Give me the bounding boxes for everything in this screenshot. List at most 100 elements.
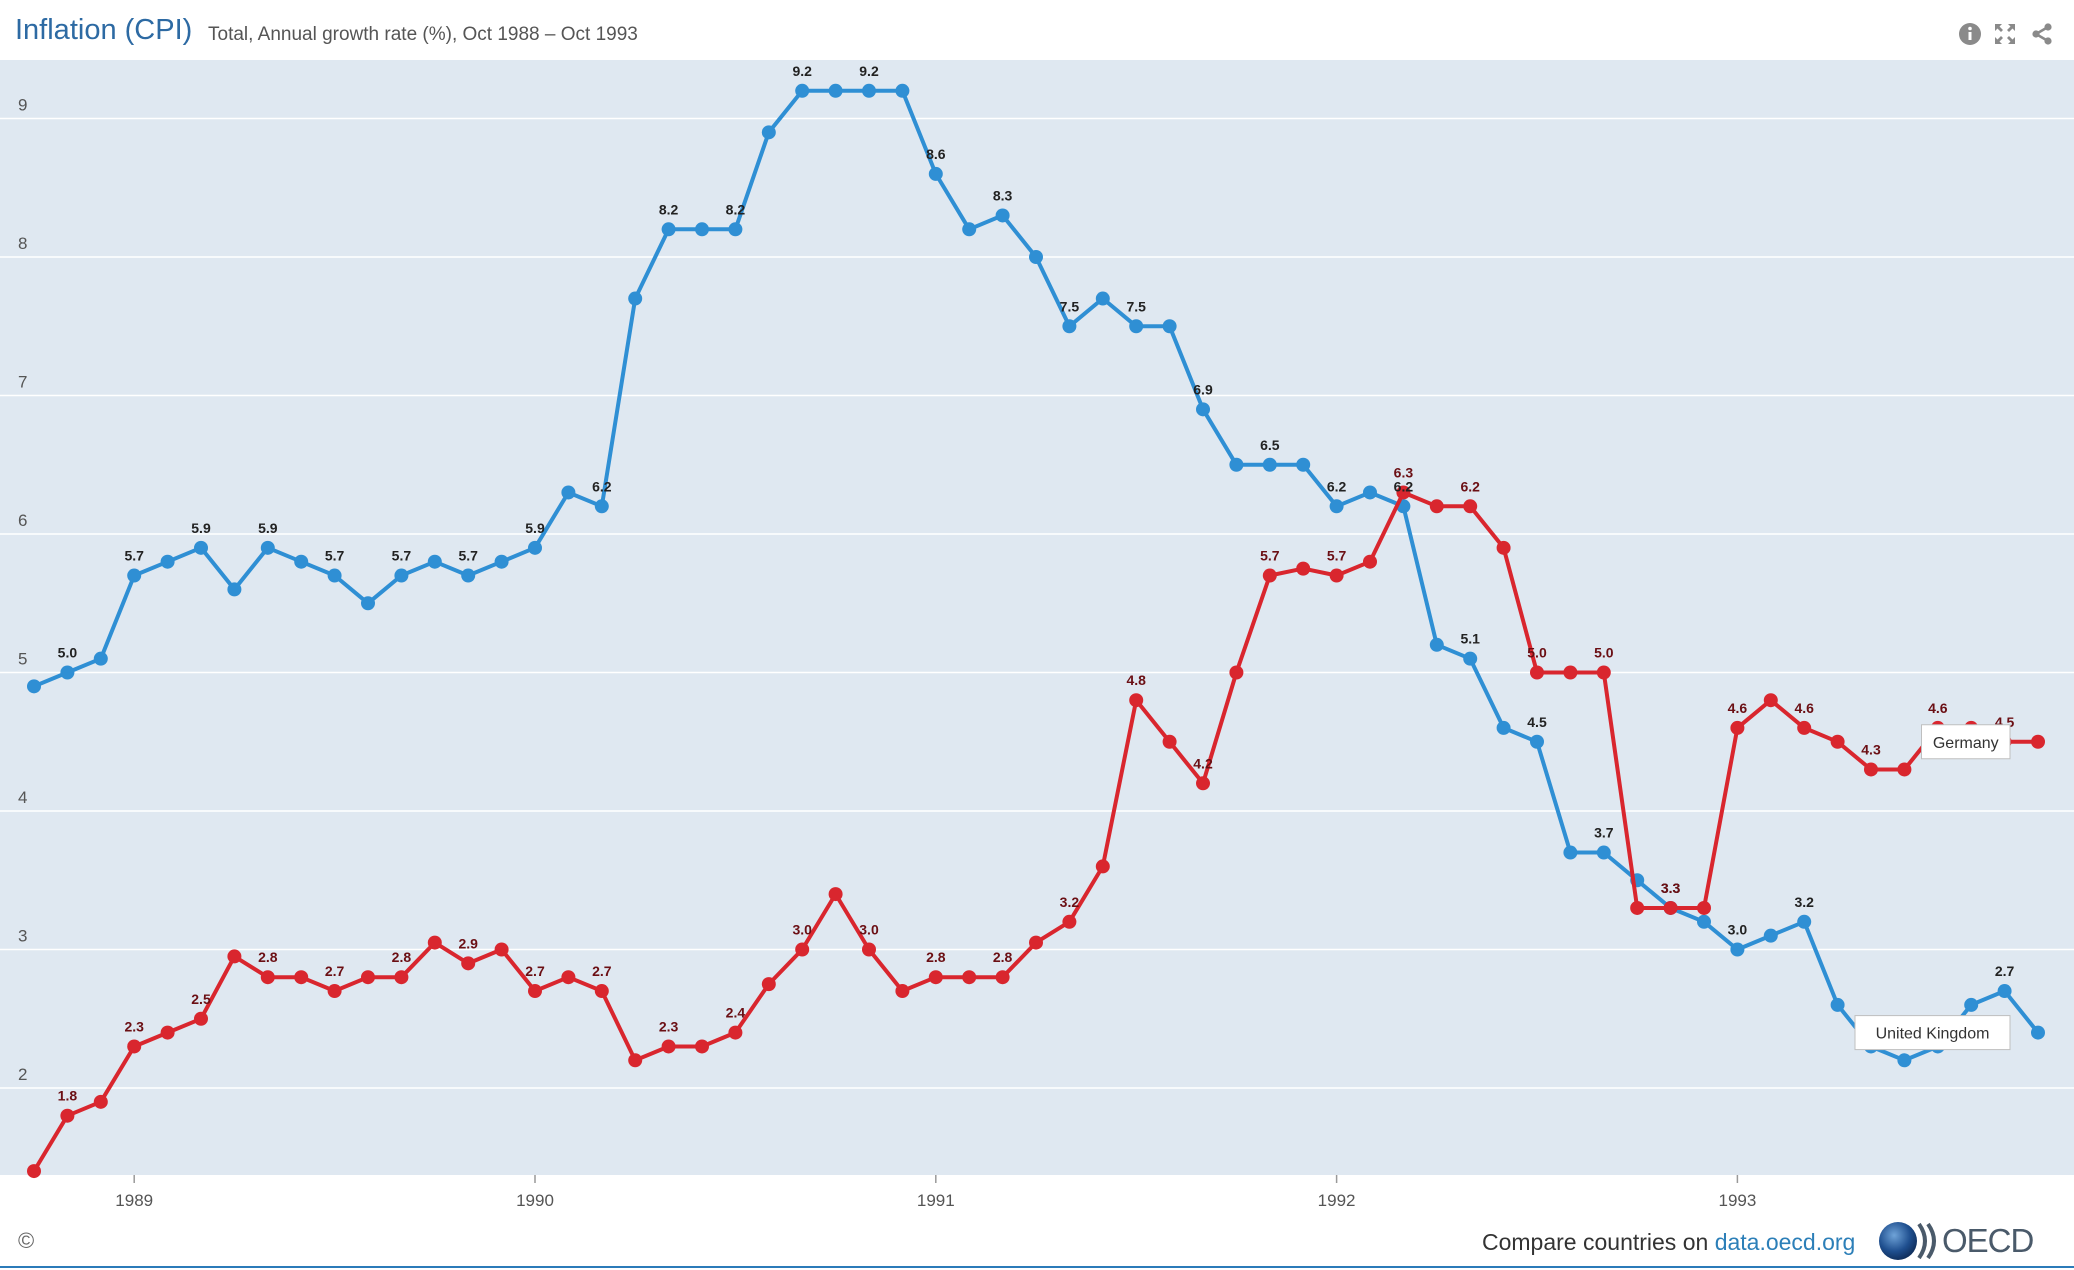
united-kingdom-point[interactable] <box>461 568 476 583</box>
copyright-icon[interactable]: © <box>18 1228 35 1253</box>
united-kingdom-point[interactable] <box>194 540 208 555</box>
germany-point[interactable] <box>795 942 810 957</box>
germany-point[interactable] <box>1363 554 1377 569</box>
info-icon[interactable] <box>1958 22 1982 46</box>
united-kingdom-point[interactable] <box>895 83 910 98</box>
germany-point[interactable] <box>1463 499 1478 514</box>
germany-point[interactable] <box>594 984 609 999</box>
germany-point[interactable] <box>1897 762 1912 777</box>
united-kingdom-point[interactable] <box>1596 845 1611 860</box>
data-oecd-link[interactable]: data.oecd.org <box>1714 1229 1856 1255</box>
united-kingdom-point[interactable] <box>862 83 876 98</box>
united-kingdom-point[interactable] <box>1129 319 1144 334</box>
united-kingdom-point[interactable] <box>1897 1053 1912 1068</box>
united-kingdom-point[interactable] <box>1730 942 1745 957</box>
united-kingdom-point[interactable] <box>1029 250 1043 264</box>
germany-point[interactable] <box>1563 665 1578 680</box>
germany-point[interactable] <box>1630 900 1645 915</box>
germany-point[interactable] <box>60 1108 75 1123</box>
united-kingdom-point[interactable] <box>995 208 1010 223</box>
germany-point[interactable] <box>1797 720 1812 735</box>
united-kingdom-point[interactable] <box>1697 914 1711 929</box>
united-kingdom-point[interactable] <box>1095 291 1110 306</box>
germany-point[interactable] <box>294 970 309 985</box>
germany-point[interactable] <box>628 1053 643 1068</box>
united-kingdom-point[interactable] <box>327 568 342 583</box>
united-kingdom-point[interactable] <box>127 568 142 583</box>
united-kingdom-point[interactable] <box>695 222 709 237</box>
united-kingdom-point[interactable] <box>1530 734 1544 749</box>
germany-point[interactable] <box>2031 734 2045 749</box>
germany-point[interactable] <box>1496 540 1511 555</box>
united-kingdom-point[interactable] <box>594 499 609 514</box>
fullscreen-icon[interactable] <box>1993 22 2017 46</box>
germany-point[interactable] <box>828 887 843 902</box>
united-kingdom-point[interactable] <box>1496 720 1511 735</box>
united-kingdom-point[interactable] <box>93 651 108 666</box>
germany-point[interactable] <box>427 935 442 950</box>
united-kingdom-point[interactable] <box>561 485 576 500</box>
united-kingdom-point[interactable] <box>1429 637 1444 652</box>
united-kingdom-point[interactable] <box>1830 997 1845 1012</box>
germany-point[interactable] <box>695 1039 709 1054</box>
germany-point[interactable] <box>1429 499 1444 514</box>
united-kingdom-point[interactable] <box>1797 914 1812 929</box>
united-kingdom-point[interactable] <box>260 540 275 555</box>
united-kingdom-point[interactable] <box>1196 402 1210 417</box>
germany-point[interactable] <box>394 970 409 985</box>
united-kingdom-point[interactable] <box>361 596 375 611</box>
germany-point[interactable] <box>1864 762 1878 777</box>
united-kingdom-point[interactable] <box>1997 984 2012 999</box>
germany-point[interactable] <box>528 984 542 999</box>
germany-point[interactable] <box>1062 914 1077 929</box>
germany-point[interactable] <box>1663 900 1678 915</box>
united-kingdom-point[interactable] <box>661 222 676 237</box>
united-kingdom-point[interactable] <box>2031 1025 2045 1040</box>
germany-point[interactable] <box>227 949 242 964</box>
germany-point[interactable] <box>160 1025 175 1040</box>
germany-point[interactable] <box>1296 561 1311 576</box>
germany-point[interactable] <box>1129 693 1144 708</box>
germany-point[interactable] <box>895 984 910 999</box>
germany-point[interactable] <box>1196 776 1210 791</box>
germany-point[interactable] <box>494 942 509 957</box>
germany-point[interactable] <box>127 1039 142 1054</box>
united-kingdom-point[interactable] <box>427 554 442 569</box>
united-kingdom-point[interactable] <box>1062 319 1077 334</box>
germany-point[interactable] <box>1697 900 1711 915</box>
united-kingdom-point[interactable] <box>60 665 75 680</box>
germany-point[interactable] <box>1095 859 1110 874</box>
germany-point[interactable] <box>260 970 275 985</box>
germany-point[interactable] <box>1830 734 1845 749</box>
united-kingdom-point[interactable] <box>1296 457 1311 472</box>
united-kingdom-point[interactable] <box>962 222 977 237</box>
united-kingdom-point[interactable] <box>628 291 643 306</box>
germany-point[interactable] <box>962 970 977 985</box>
germany-point[interactable] <box>93 1094 108 1109</box>
united-kingdom-point[interactable] <box>494 554 509 569</box>
share-icon[interactable] <box>2030 22 2054 46</box>
germany-point[interactable] <box>761 977 776 992</box>
united-kingdom-point[interactable] <box>795 83 810 98</box>
united-kingdom-point[interactable] <box>227 582 242 597</box>
germany-point[interactable] <box>1029 935 1043 950</box>
germany-point[interactable] <box>1162 734 1177 749</box>
united-kingdom-point[interactable] <box>528 540 542 555</box>
united-kingdom-point[interactable] <box>1363 485 1377 500</box>
germany-point[interactable] <box>1730 720 1745 735</box>
germany-point[interactable] <box>1530 665 1544 680</box>
united-kingdom-point[interactable] <box>1229 457 1244 472</box>
united-kingdom-point[interactable] <box>1162 319 1177 334</box>
united-kingdom-point[interactable] <box>394 568 409 583</box>
united-kingdom-point[interactable] <box>1329 499 1344 514</box>
united-kingdom-point[interactable] <box>294 554 309 569</box>
germany-point[interactable] <box>461 956 476 971</box>
germany-point[interactable] <box>1329 568 1344 583</box>
united-kingdom-point[interactable] <box>1463 651 1478 666</box>
germany-point[interactable] <box>27 1164 41 1179</box>
germany-point[interactable] <box>1763 693 1778 708</box>
germany-point[interactable] <box>194 1011 208 1026</box>
germany-point[interactable] <box>1262 568 1277 583</box>
germany-point[interactable] <box>862 942 876 957</box>
united-kingdom-point[interactable] <box>27 679 41 694</box>
